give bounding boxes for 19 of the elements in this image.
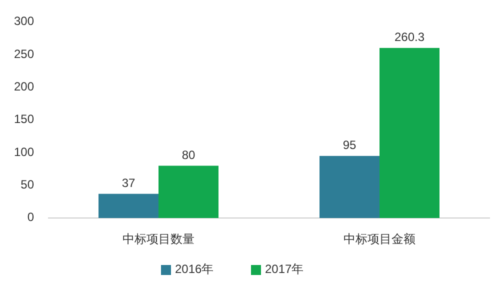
y-tick-label: 100 <box>14 144 34 159</box>
y-tick-label: 300 <box>14 14 34 28</box>
legend-label: 2016年 <box>175 262 214 276</box>
data-label: 80 <box>182 148 196 162</box>
bar <box>380 48 440 218</box>
y-tick-label: 200 <box>14 80 34 94</box>
x-tick-label: 中标项目金额 <box>344 232 416 246</box>
bar <box>320 156 380 218</box>
y-tick-label: 150 <box>14 112 34 126</box>
x-tick-label: 中标项目数量 <box>122 232 194 246</box>
legend-label: 2017年 <box>265 262 304 276</box>
y-tick-label: 250 <box>14 46 34 61</box>
y-tick-label: 50 <box>20 178 34 192</box>
data-label: 37 <box>122 176 136 190</box>
y-tick-label: 0 <box>27 210 34 224</box>
bar <box>98 194 158 218</box>
data-label: 260.3 <box>394 30 425 44</box>
bar <box>158 166 218 218</box>
data-label: 95 <box>342 138 356 152</box>
